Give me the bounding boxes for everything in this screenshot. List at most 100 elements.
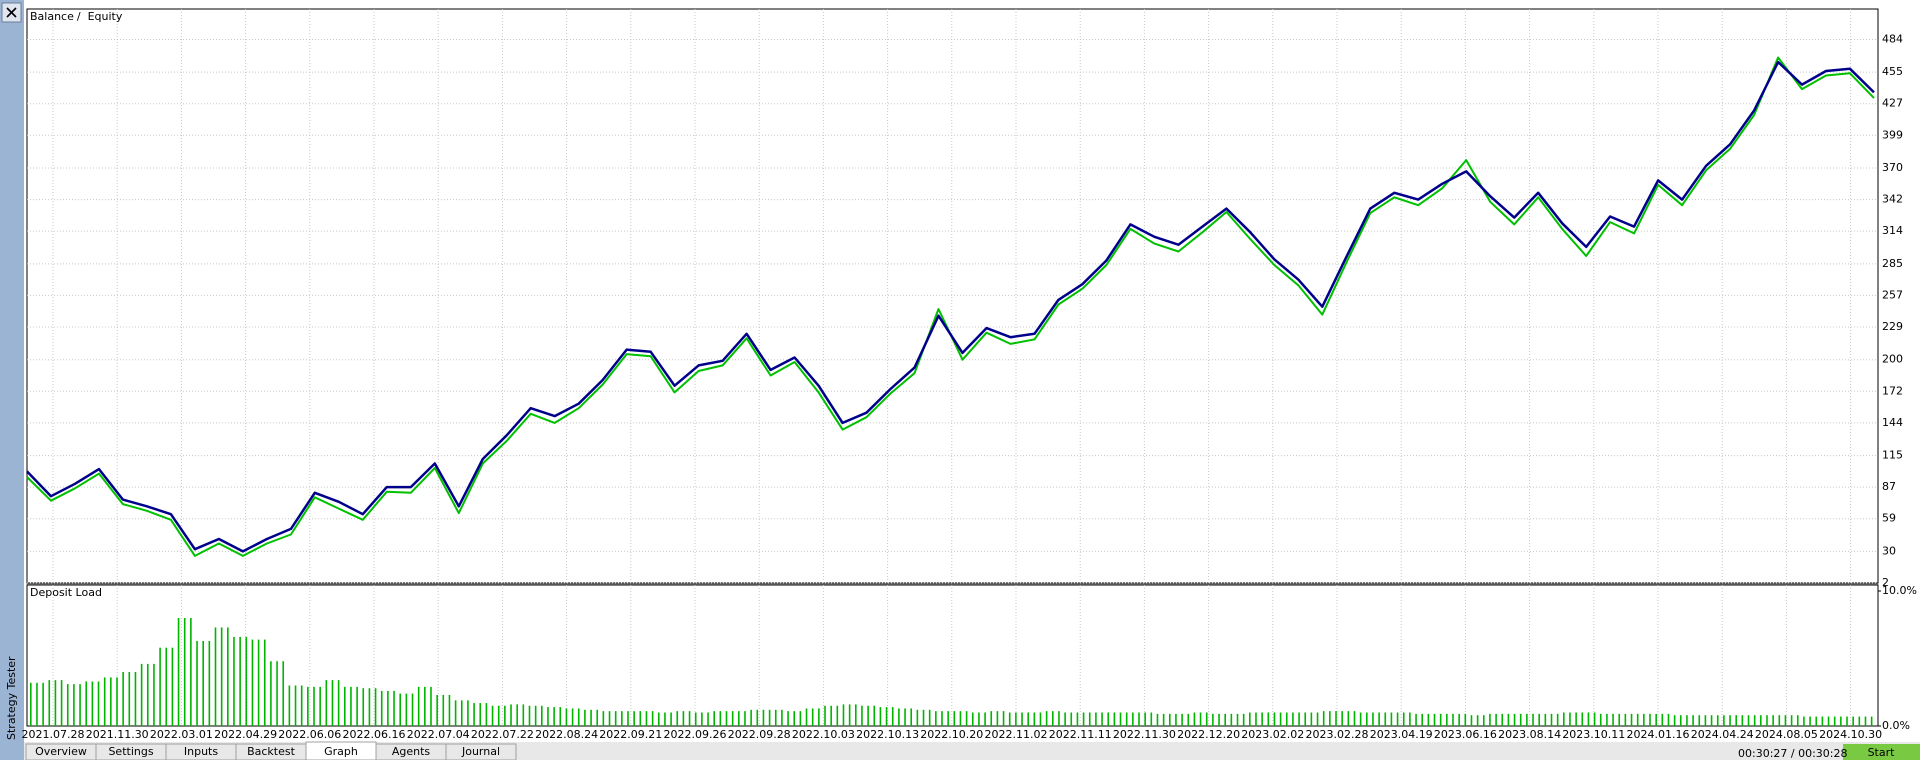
load-bar bbox=[276, 661, 278, 726]
load-bar bbox=[861, 705, 863, 726]
load-bar bbox=[744, 711, 746, 726]
load-bar bbox=[350, 686, 352, 726]
x-tick-label: 2022.10.03 bbox=[792, 728, 855, 741]
load-bar bbox=[1446, 713, 1448, 726]
load-bar bbox=[824, 705, 826, 726]
load-bar bbox=[128, 672, 131, 726]
load-bar bbox=[602, 711, 605, 726]
load-bar bbox=[1766, 715, 1768, 726]
load-bar bbox=[1846, 716, 1848, 726]
load-bar bbox=[1519, 713, 1522, 726]
load-bar bbox=[1224, 713, 1226, 726]
load-bar bbox=[1482, 715, 1485, 726]
load-bar bbox=[664, 712, 666, 726]
load-bar bbox=[85, 681, 88, 726]
tab-label[interactable]: Inputs bbox=[184, 745, 218, 758]
load-bar bbox=[1033, 712, 1036, 726]
load-bar bbox=[1039, 712, 1042, 726]
load-bar bbox=[1433, 713, 1436, 726]
tab-label[interactable]: Graph bbox=[324, 745, 358, 758]
load-bar bbox=[707, 712, 709, 726]
y-tick-label: 455 bbox=[1882, 65, 1903, 78]
load-bar bbox=[1532, 713, 1534, 726]
load-bar bbox=[805, 708, 808, 726]
tab-label[interactable]: Overview bbox=[35, 745, 87, 758]
load-bar bbox=[528, 705, 531, 726]
y-tick-label: 370 bbox=[1882, 161, 1903, 174]
load-bar bbox=[1784, 715, 1787, 726]
load-bar bbox=[1273, 712, 1276, 726]
load-bar bbox=[873, 705, 876, 726]
load-bar bbox=[990, 711, 993, 726]
load-bar bbox=[1279, 712, 1282, 726]
load-bar bbox=[417, 686, 420, 726]
x-tick-label: 2021.07.28 bbox=[22, 728, 85, 741]
load-bar bbox=[854, 704, 857, 726]
load-bar bbox=[1741, 715, 1744, 726]
start-button[interactable] bbox=[1843, 744, 1920, 760]
load-bar bbox=[1168, 713, 1171, 726]
load-bar bbox=[1587, 712, 1590, 726]
load-bar bbox=[879, 707, 882, 726]
load-bar bbox=[922, 709, 925, 726]
load-bar bbox=[1501, 713, 1504, 726]
load-bar bbox=[374, 688, 377, 726]
load-bar bbox=[1593, 712, 1596, 726]
x-tick-label: 2023.04.19 bbox=[1370, 728, 1433, 741]
y-tick-label: 115 bbox=[1882, 449, 1903, 462]
load-bar bbox=[1372, 712, 1374, 726]
load-bar bbox=[1458, 713, 1460, 726]
load-bar bbox=[1679, 715, 1682, 726]
tab-label[interactable]: Backtest bbox=[247, 745, 296, 758]
y-tick-label: 200 bbox=[1882, 353, 1903, 366]
load-bar bbox=[1415, 713, 1417, 726]
load-bar bbox=[393, 690, 395, 726]
tab-label[interactable]: Agents bbox=[392, 745, 431, 758]
load-bar bbox=[1563, 712, 1565, 726]
load-bar bbox=[380, 690, 383, 726]
load-bar bbox=[1329, 711, 1331, 726]
tab-label[interactable]: Settings bbox=[108, 745, 153, 758]
y-tick-label: 0.0% bbox=[1882, 719, 1910, 732]
load-bar bbox=[387, 690, 389, 726]
load-bar bbox=[1556, 713, 1559, 726]
load-bar bbox=[577, 708, 580, 726]
load-bar bbox=[1673, 715, 1676, 726]
load-bar bbox=[343, 686, 346, 726]
load-bar bbox=[1002, 711, 1005, 726]
load-bar bbox=[245, 636, 248, 726]
load-bar bbox=[1095, 712, 1097, 726]
load-bar bbox=[516, 704, 518, 726]
start-label[interactable]: Start bbox=[1868, 746, 1896, 759]
load-bar bbox=[1870, 716, 1873, 726]
load-bar bbox=[319, 686, 321, 726]
x-tick-label: 2023.02.02 bbox=[1241, 728, 1304, 741]
load-bar bbox=[688, 711, 691, 726]
load-bar bbox=[1064, 712, 1066, 726]
y-tick-label: 2 bbox=[1882, 576, 1889, 589]
load-bar bbox=[719, 711, 722, 726]
y-tick-label: 172 bbox=[1882, 384, 1903, 397]
load-bar bbox=[1396, 712, 1399, 726]
load-bar bbox=[1624, 713, 1627, 726]
load-bar bbox=[1052, 711, 1054, 726]
load-bar bbox=[1249, 712, 1251, 726]
load-bar bbox=[701, 712, 703, 726]
load-bar bbox=[756, 709, 759, 726]
load-bar bbox=[1230, 713, 1233, 726]
y-tick-label: 144 bbox=[1882, 416, 1903, 429]
load-bar bbox=[454, 700, 457, 726]
load-bar bbox=[424, 686, 426, 726]
tab-label[interactable]: Journal bbox=[461, 745, 500, 758]
load-bar bbox=[941, 711, 943, 726]
load-bar bbox=[1255, 712, 1257, 726]
load-bar bbox=[547, 707, 549, 726]
load-bar bbox=[1015, 712, 1017, 726]
tab[interactable] bbox=[445, 743, 517, 760]
load-bar bbox=[842, 704, 845, 726]
load-bar bbox=[1710, 715, 1713, 726]
load-bar bbox=[36, 682, 38, 726]
load-bar bbox=[1716, 715, 1719, 726]
x-tick-label: 2022.10.20 bbox=[920, 728, 983, 741]
